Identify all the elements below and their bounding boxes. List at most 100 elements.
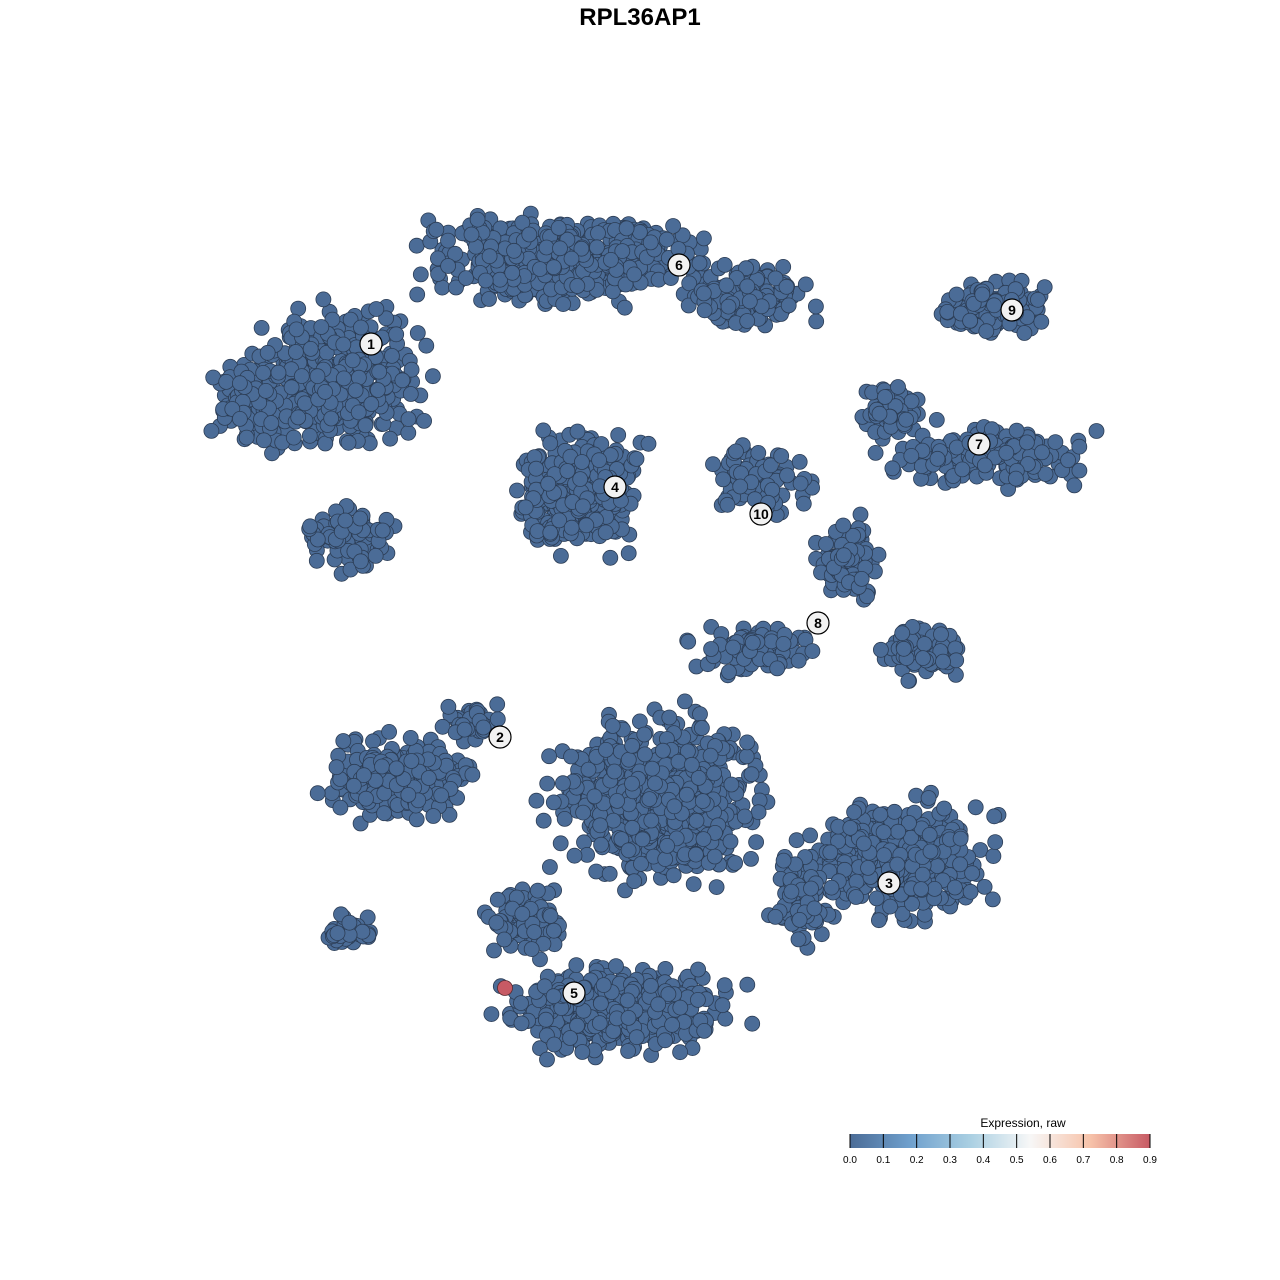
cell-point <box>715 471 731 488</box>
highlighted-cell-point <box>497 980 513 996</box>
cell-point <box>381 724 398 740</box>
cell-point <box>365 733 381 750</box>
svg-text:1: 1 <box>367 336 375 352</box>
cell-point <box>324 311 341 328</box>
cell-point <box>690 992 706 1008</box>
cell-point <box>985 848 1002 864</box>
cell-point <box>425 808 442 824</box>
cell-point <box>986 297 1002 314</box>
cell-point <box>898 411 914 428</box>
cell-point <box>568 957 585 973</box>
cell-point <box>285 429 302 446</box>
cell-point <box>603 251 619 268</box>
cell-point <box>559 463 576 479</box>
cell-point <box>929 450 946 467</box>
cell-point <box>666 798 683 815</box>
cell-point <box>592 817 609 834</box>
cell-point <box>593 836 609 853</box>
cluster-label-1: 1 <box>359 332 383 356</box>
cell-point <box>290 409 307 426</box>
cell-point <box>553 548 569 564</box>
cell-point <box>921 827 938 843</box>
cell-point <box>552 240 568 257</box>
cell-point <box>775 852 792 869</box>
cell-point <box>408 811 425 828</box>
cell-point <box>609 793 625 809</box>
cell-point <box>750 444 767 461</box>
cell-point <box>253 319 270 336</box>
cell-point <box>546 1036 563 1053</box>
cell-point <box>374 758 390 775</box>
cell-point <box>806 900 823 917</box>
cell-point <box>922 843 939 860</box>
cell-point <box>563 519 580 536</box>
cell-point <box>685 876 702 892</box>
cell-point <box>962 312 978 329</box>
cell-point <box>589 239 605 256</box>
cell-point <box>890 379 906 395</box>
cell-point <box>566 847 583 864</box>
cell-point <box>456 721 473 738</box>
cell-point <box>434 279 451 296</box>
cell-point <box>739 734 755 751</box>
cell-point <box>884 460 901 477</box>
cell-point <box>526 924 543 940</box>
cell-point <box>1066 477 1083 494</box>
cell-point <box>545 988 562 1005</box>
cell-point <box>775 636 792 652</box>
cell-point <box>597 524 614 541</box>
cluster-label-10: 10 <box>749 502 773 526</box>
cell-point <box>624 819 641 836</box>
cell-point <box>743 851 759 867</box>
cell-point <box>369 382 386 398</box>
svg-text:10: 10 <box>753 506 769 522</box>
cell-point <box>255 364 272 381</box>
cell-point <box>337 512 354 529</box>
cell-point <box>1008 470 1024 487</box>
cell-point <box>655 742 671 759</box>
cell-point <box>643 812 660 829</box>
cell-point <box>347 382 364 399</box>
cell-point <box>238 429 255 446</box>
cell-point <box>368 301 385 317</box>
colorbar-tick-label: 0.1 <box>876 1155 890 1166</box>
cell-point <box>383 347 400 364</box>
cell-point <box>344 352 361 369</box>
cell-point <box>1016 325 1033 341</box>
cell-point <box>835 547 852 564</box>
cell-point <box>967 799 984 816</box>
cell-point <box>329 925 346 941</box>
cell-point <box>741 293 758 310</box>
cell-point <box>665 867 682 884</box>
cell-point <box>846 804 862 820</box>
cell-point <box>948 652 965 669</box>
cell-point <box>860 860 876 876</box>
cell-point <box>894 625 911 642</box>
cluster-label-3: 3 <box>877 871 901 895</box>
cell-point <box>402 386 419 402</box>
cell-point <box>769 660 786 677</box>
cell-point <box>595 977 612 993</box>
cell-point <box>650 996 667 1013</box>
cell-point <box>703 641 719 657</box>
cell-point <box>528 460 544 477</box>
cell-point <box>791 912 808 928</box>
cell-point <box>1060 452 1076 469</box>
cell-point <box>728 443 744 460</box>
cell-point <box>358 790 374 807</box>
cell-point <box>882 898 898 915</box>
cell-point <box>936 800 952 817</box>
cell-point <box>692 706 708 722</box>
cell-point <box>616 299 633 316</box>
svg-text:6: 6 <box>675 257 683 273</box>
cell-point <box>504 264 521 281</box>
cell-point <box>1033 313 1050 330</box>
cell-point <box>335 336 352 353</box>
cell-point <box>506 242 522 259</box>
cell-point <box>523 941 540 957</box>
cell-point <box>1071 462 1088 479</box>
cell-point <box>750 804 767 821</box>
cell-point <box>725 639 741 656</box>
cell-point <box>463 226 480 243</box>
